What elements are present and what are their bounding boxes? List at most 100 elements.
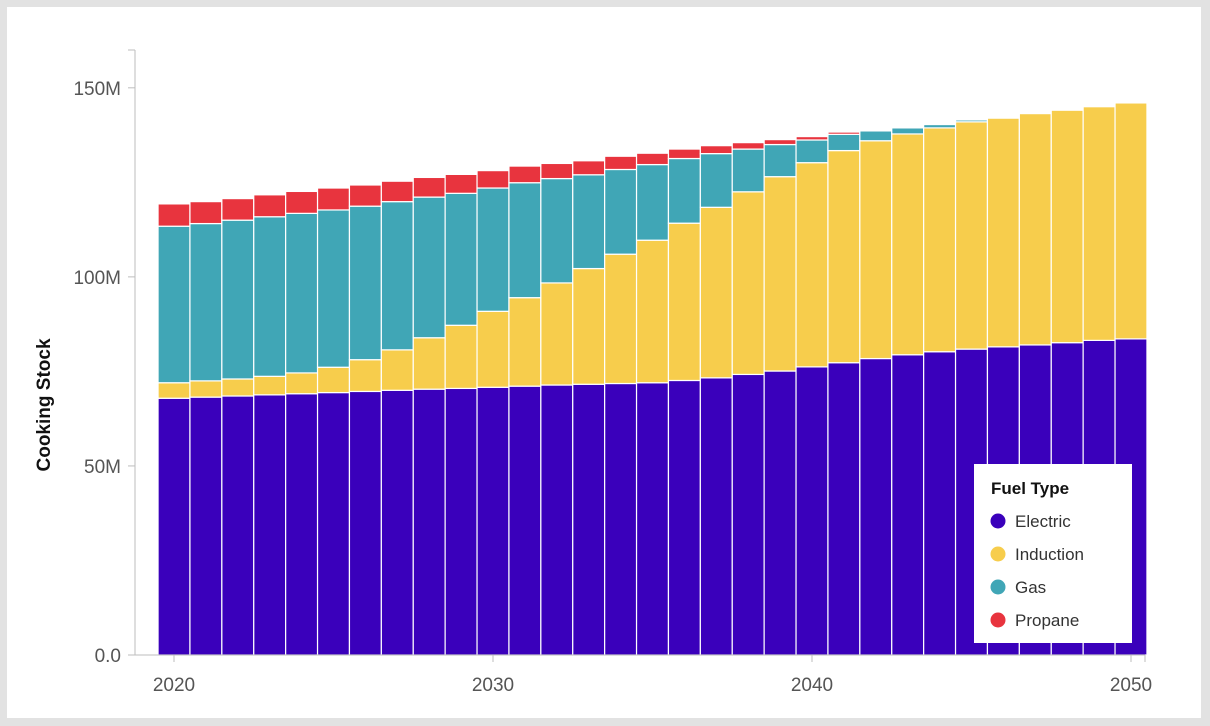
bar-propane-2042[interactable] <box>859 129 893 132</box>
bar-propane-2022[interactable] <box>221 198 255 221</box>
bar-induction-2035[interactable] <box>635 239 670 384</box>
bar-electric-2038[interactable] <box>731 373 765 656</box>
bar-gas-2024[interactable] <box>285 212 319 374</box>
bar-propane-2020[interactable] <box>157 203 191 227</box>
bar-induction-2045[interactable] <box>954 121 989 350</box>
bar-gas-2028[interactable] <box>412 196 446 339</box>
bar-propane-2021[interactable] <box>189 201 223 225</box>
bar-induction-2034[interactable] <box>604 253 638 385</box>
bar-electric-2032[interactable] <box>540 384 574 656</box>
bar-gas-2022[interactable] <box>221 219 255 380</box>
bar-electric-2037[interactable] <box>699 377 733 656</box>
bar-gas-2038[interactable] <box>731 148 765 193</box>
bar-gas-2035[interactable] <box>635 163 670 241</box>
bar-gas-2042[interactable] <box>859 130 893 142</box>
bar-propane-2029[interactable] <box>444 173 478 194</box>
bar-gas-2025[interactable] <box>316 209 351 368</box>
bar-gas-2037[interactable] <box>699 153 733 208</box>
bar-induction-2022[interactable] <box>221 378 255 397</box>
bar-electric-2033[interactable] <box>572 383 606 656</box>
bar-induction-2050[interactable] <box>1114 102 1148 340</box>
bar-induction-2028[interactable] <box>412 337 446 390</box>
bar-electric-2040[interactable] <box>795 366 829 656</box>
bar-electric-2031[interactable] <box>508 385 542 656</box>
bar-gas-2039[interactable] <box>763 143 797 178</box>
bar-propane-2028[interactable] <box>412 176 446 198</box>
bar-induction-2042[interactable] <box>859 140 893 360</box>
bar-electric-2034[interactable] <box>604 382 638 656</box>
legend[interactable]: Fuel Type Electric Induction Gas Propane <box>974 464 1132 643</box>
bar-induction-2049[interactable] <box>1082 106 1116 341</box>
bar-induction-2047[interactable] <box>1018 112 1052 346</box>
bar-gas-2034[interactable] <box>604 168 638 255</box>
bar-induction-2024[interactable] <box>285 372 319 395</box>
bar-electric-2028[interactable] <box>412 388 446 656</box>
bar-gas-2043[interactable] <box>891 127 925 135</box>
bar-propane-2023[interactable] <box>253 194 287 218</box>
bar-induction-2039[interactable] <box>763 176 797 372</box>
bar-electric-2029[interactable] <box>444 387 478 656</box>
bar-induction-2044[interactable] <box>923 127 957 353</box>
bar-gas-2036[interactable] <box>667 157 701 224</box>
bar-induction-2023[interactable] <box>253 375 287 396</box>
bar-electric-2022[interactable] <box>221 395 255 656</box>
bar-induction-2048[interactable] <box>1050 109 1084 344</box>
bar-gas-2023[interactable] <box>253 216 287 377</box>
bar-induction-2041[interactable] <box>827 149 861 364</box>
bar-induction-2032[interactable] <box>540 282 574 386</box>
bar-electric-2023[interactable] <box>253 394 287 656</box>
bar-induction-2043[interactable] <box>891 133 925 356</box>
bar-electric-2039[interactable] <box>763 370 797 656</box>
bar-induction-2030[interactable] <box>476 310 510 388</box>
bar-propane-2034[interactable] <box>604 155 638 171</box>
bar-induction-2040[interactable] <box>795 162 829 368</box>
bar-gas-2041[interactable] <box>827 133 861 152</box>
bar-propane-2039[interactable] <box>763 139 797 146</box>
bar-induction-2036[interactable] <box>667 222 701 382</box>
bar-induction-2046[interactable] <box>986 117 1020 348</box>
legend-item-electric[interactable]: Electric <box>990 512 1072 531</box>
bar-propane-2037[interactable] <box>699 145 733 155</box>
bar-propane-2024[interactable] <box>285 190 319 214</box>
bar-propane-2027[interactable] <box>380 180 414 203</box>
bar-gas-2033[interactable] <box>572 174 606 270</box>
bar-electric-2025[interactable] <box>316 391 351 656</box>
bar-gas-2021[interactable] <box>189 222 223 382</box>
bar-electric-2026[interactable] <box>348 390 382 656</box>
bar-induction-2031[interactable] <box>508 297 542 387</box>
bar-induction-2026[interactable] <box>348 359 382 393</box>
bar-propane-2040[interactable] <box>795 135 829 141</box>
bar-gas-2020[interactable] <box>157 225 191 384</box>
bar-electric-2042[interactable] <box>859 357 893 656</box>
bar-gas-2040[interactable] <box>795 139 829 164</box>
bar-gas-2026[interactable] <box>348 205 382 361</box>
bar-induction-2037[interactable] <box>699 206 733 379</box>
bar-induction-2029[interactable] <box>444 324 478 390</box>
bar-propane-2036[interactable] <box>667 148 701 160</box>
bar-propane-2043[interactable] <box>891 126 925 129</box>
bar-gas-2029[interactable] <box>444 192 478 326</box>
bar-induction-2027[interactable] <box>380 349 414 391</box>
bar-electric-2035[interactable] <box>635 382 670 656</box>
bar-induction-2020[interactable] <box>157 382 191 399</box>
bar-induction-2021[interactable] <box>189 380 223 398</box>
bar-gas-2046[interactable] <box>986 116 1020 119</box>
bar-propane-2033[interactable] <box>572 160 606 176</box>
bar-gas-2045[interactable] <box>954 119 989 123</box>
bar-electric-2030[interactable] <box>476 386 510 656</box>
bar-electric-2044[interactable] <box>923 351 957 656</box>
legend-item-gas[interactable]: Gas <box>990 578 1047 597</box>
bar-propane-2032[interactable] <box>540 162 574 180</box>
bar-electric-2021[interactable] <box>189 396 223 656</box>
bar-electric-2024[interactable] <box>285 393 319 656</box>
bar-propane-2035[interactable] <box>635 152 670 166</box>
bar-propane-2031[interactable] <box>508 165 542 184</box>
legend-item-induction[interactable]: Induction <box>990 545 1085 564</box>
bar-electric-2027[interactable] <box>380 389 414 656</box>
bar-gas-2031[interactable] <box>508 182 542 299</box>
legend-item-propane[interactable]: Propane <box>990 611 1080 630</box>
bar-propane-2026[interactable] <box>348 184 382 207</box>
bar-electric-2043[interactable] <box>891 354 925 656</box>
bar-electric-2041[interactable] <box>827 362 861 656</box>
bar-propane-2038[interactable] <box>731 142 765 150</box>
